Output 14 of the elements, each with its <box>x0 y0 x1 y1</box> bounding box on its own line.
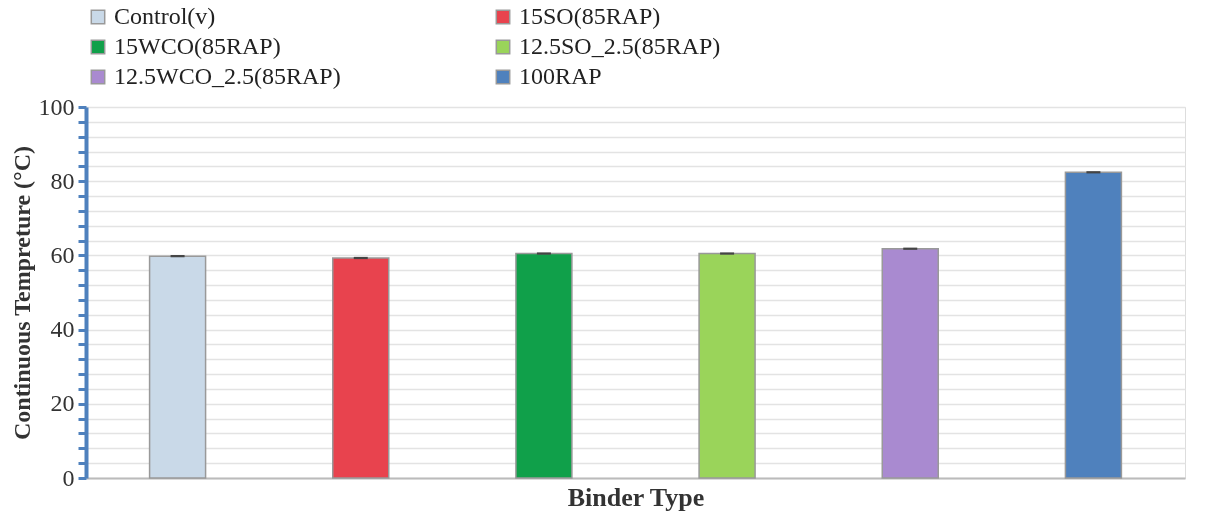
legend-label: 15WCO(85RAP) <box>114 33 281 59</box>
y-tick-label: 20 <box>50 390 75 417</box>
y-tick-label: 0 <box>62 464 75 491</box>
y-axis-title: Continuous Tempreture (°C) <box>8 145 35 441</box>
legend-label: 12.5SO_2.5(85RAP) <box>519 33 721 59</box>
legend-label: 15SO(85RAP) <box>519 3 661 29</box>
y-tick-label: 40 <box>50 316 75 343</box>
legend-label: 12.5WCO_2.5(85RAP) <box>114 63 341 89</box>
legend-label: 100RAP <box>519 63 602 89</box>
y-tick-label: 60 <box>50 241 75 268</box>
y-tick-label: 100 <box>38 93 75 120</box>
legend-label: Control(v) <box>114 3 216 29</box>
x-axis-title: Binder Type <box>567 482 705 512</box>
y-tick-label: 80 <box>50 167 75 194</box>
